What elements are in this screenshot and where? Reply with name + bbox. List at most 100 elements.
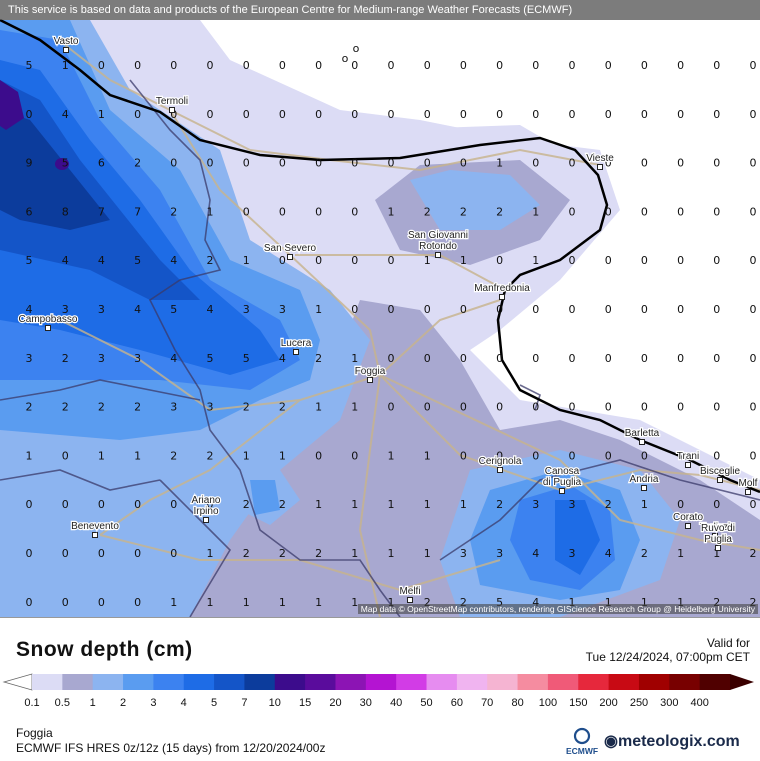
grid-value: 1 [713,547,720,560]
grid-value: 1 [460,254,467,267]
city-label: Manfredonia [474,283,530,294]
grid-value: 2 [496,498,503,511]
city-marker[interactable] [745,489,751,495]
grid-value: 0 [569,157,576,170]
grid-value: 4 [26,303,33,316]
city-marker[interactable] [497,467,503,473]
grid-value: 0 [605,303,612,316]
grid-value: 1 [170,596,177,609]
city-marker[interactable] [685,462,691,468]
city-marker[interactable] [293,349,299,355]
grid-value: 0 [677,449,684,462]
grid-value: 2 [460,205,467,218]
valid-time: Tue 12/24/2024, 07:00pm CET [585,650,750,664]
city-marker[interactable] [685,523,691,529]
grid-value: 0 [26,498,33,511]
colorbar-tick-label: 0.5 [54,697,70,709]
city-marker[interactable] [712,533,718,539]
grid-value: 3 [26,352,33,365]
colorbar-swatch [214,674,245,690]
ecmwf-logo-ring [573,727,591,745]
city-marker[interactable] [639,439,645,445]
grid-value: 1 [351,401,358,414]
city-label: Melfi [399,586,420,597]
colorbar-tick-label: 80 [511,697,524,709]
city-label: San Giovanni [408,230,468,241]
grid-value: 1 [98,108,105,121]
grid-value: 0 [713,157,720,170]
grid-value: 0 [279,205,286,218]
city-marker[interactable] [203,517,209,523]
colorbar-tick-label: 60 [450,697,464,709]
meteologix-brand[interactable]: ◉meteologix.com [604,731,740,751]
grid-value: 0 [62,547,69,560]
city-label: Puglia [704,534,732,545]
tremiti-islands-glyph: o [342,52,349,65]
city-marker[interactable] [559,488,565,494]
grid-value: 0 [677,498,684,511]
grid-value: 0 [134,108,141,121]
grid-value: 0 [569,108,576,121]
grid-value: 5 [207,352,214,365]
grid-value: 0 [496,401,503,414]
city-marker[interactable] [92,532,98,538]
snow-shading [0,20,760,617]
grid-value: 1 [207,596,214,609]
city-marker[interactable] [407,597,413,603]
city-marker[interactable] [717,477,723,483]
city-marker[interactable] [169,107,175,113]
snow-depth-map[interactable]: 5 1 0 0 0 0 0 0 0 0 0 0 0 0 0 0 0 0 0 0 0 0 4 1 0 0 0 0 0 0 0 0 0 0 0 0 0 0 0 0… [0,0,760,618]
city-marker[interactable] [715,545,721,551]
grid-value: 1 [569,596,576,609]
ecmwf-logo[interactable]: ECMWF [562,726,602,756]
grid-value: 0 [750,352,757,365]
grid-value: 0 [532,59,539,72]
grid-value: 0 [315,205,322,218]
grid-value: 1 [388,205,395,218]
grid-value: 2 [62,352,69,365]
grid-value: 0 [98,596,105,609]
city-marker[interactable] [597,164,603,170]
city-label: Corato [673,512,703,523]
grid-value: 3 [207,401,214,414]
grid-value: 0 [569,254,576,267]
grid-value: 3 [170,401,177,414]
city-marker[interactable] [45,325,51,331]
grid-value: 4 [279,352,286,365]
colorbar-swatch [517,674,549,690]
colorbar-swatch [305,674,336,690]
grid-value: 2 [243,498,250,511]
grid-value: 3 [569,547,576,560]
grid-value: 0 [424,401,431,414]
city-marker[interactable] [367,377,373,383]
grid-value: 1 [243,596,250,609]
grid-value: 0 [243,59,250,72]
grid-value: 0 [279,59,286,72]
grid-value: 4 [170,254,177,267]
grid-value: 0 [460,303,467,316]
grid-value: 0 [170,498,177,511]
grid-value: 0 [207,108,214,121]
grid-value: 0 [170,59,177,72]
grid-value: 0 [713,401,720,414]
grid-value: 1 [243,254,250,267]
city-marker[interactable] [641,485,647,491]
grid-value: 5 [26,254,33,267]
city-marker[interactable] [287,254,293,260]
colorbar-tick-label: 2 [119,697,127,709]
grid-value: 1 [134,449,141,462]
city-marker[interactable] [435,252,441,258]
city-marker[interactable] [63,47,69,53]
grid-value: 0 [351,157,358,170]
city-marker[interactable] [499,294,505,300]
colorbar-tick-label: 10 [268,697,281,709]
grid-value: 2 [460,596,467,609]
grid-value: 2 [279,547,286,560]
colorbar-swatch [153,674,185,690]
grid-value: 3 [279,303,286,316]
region-borders [0,79,760,618]
grid-value: 1 [207,205,214,218]
grid-value: 0 [170,547,177,560]
grid-value: 0 [243,157,250,170]
grid-value: 3 [496,547,503,560]
